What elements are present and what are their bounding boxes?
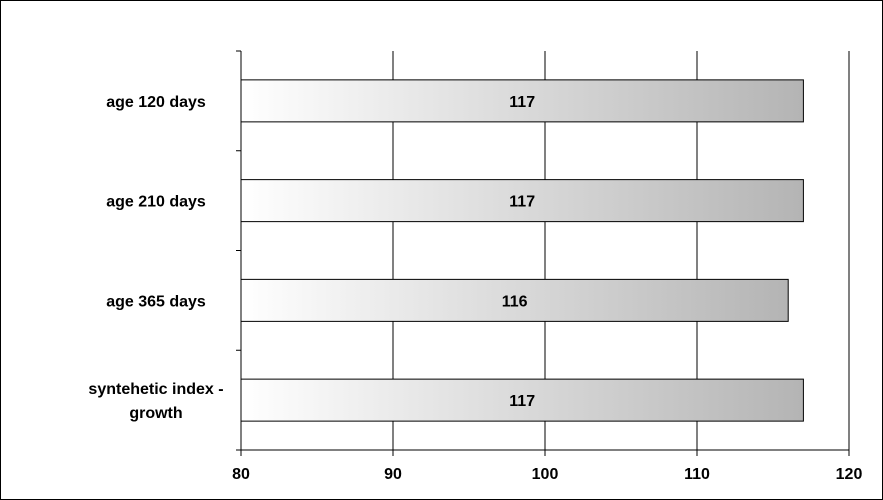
category-label-1: age 120 days bbox=[106, 94, 206, 111]
bar-1 bbox=[240, 79, 804, 123]
bar-2 bbox=[240, 179, 804, 223]
category-label-3: age 365 days bbox=[106, 293, 206, 310]
data-label-2: 117 bbox=[509, 194, 535, 211]
x-tick-label-80: 80 bbox=[232, 466, 250, 483]
category-label-4-line-1: syntehetic index - bbox=[88, 381, 223, 398]
category-label-2: age 210 days bbox=[106, 194, 206, 211]
bar-3 bbox=[240, 278, 789, 322]
data-label-3: 116 bbox=[502, 293, 528, 310]
category-label-4-line-2: growth bbox=[129, 405, 182, 422]
x-tick-label-120: 120 bbox=[836, 466, 863, 483]
data-label-4: 117 bbox=[509, 393, 535, 410]
x-tick-label-110: 110 bbox=[684, 466, 710, 483]
data-label-1: 117 bbox=[509, 94, 535, 111]
x-tick-label-90: 90 bbox=[384, 466, 402, 483]
x-tick-label-100: 100 bbox=[532, 466, 559, 483]
bar-4 bbox=[240, 378, 804, 422]
